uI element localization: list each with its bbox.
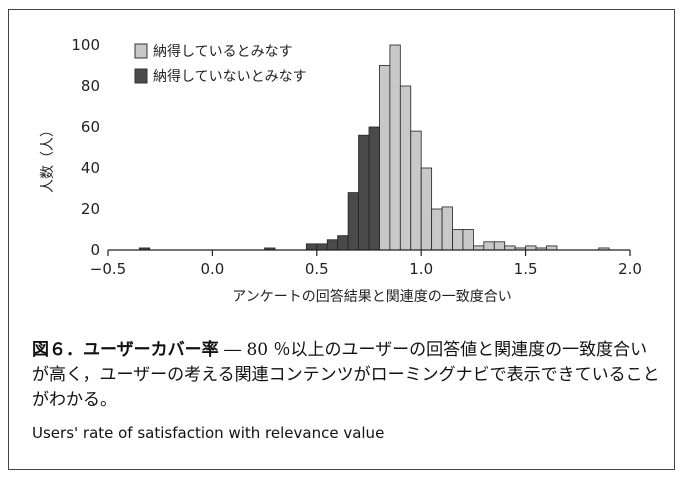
caption-body: ― 80 ％以上のユーザーの回答値と関連度の一致度合いが高く，ユーザーの考える関… <box>32 340 660 410</box>
x-tick-label-1: 0.0 <box>200 260 224 278</box>
bar-series0-8 <box>462 229 474 251</box>
legend-swatch-unsatisfied <box>134 68 148 84</box>
legend-label-satisfied: 納得しているとみなす <box>153 43 293 60</box>
bar-series0-14 <box>525 245 537 251</box>
x-tick-label-5: 2.0 <box>618 260 642 278</box>
figure-title: ユーザーカバー率 <box>83 340 219 360</box>
x-axis-title: アンケートの回答結果と関連度の一致度合い <box>232 288 511 305</box>
legend-swatch-satisfied <box>134 43 148 59</box>
y-tick-label-3: 60 <box>81 118 100 136</box>
bar-series0-6 <box>441 206 453 251</box>
bar-series0-9 <box>472 245 485 251</box>
bar-series0-2 <box>399 85 412 251</box>
bar-series0-16 <box>546 245 558 251</box>
bar-series1-5 <box>337 235 349 251</box>
figure-number: 図６． <box>32 340 83 360</box>
x-tick-label-2: 0.5 <box>305 260 329 278</box>
bar-series0-11 <box>493 241 506 251</box>
y-tick-label-4: 80 <box>81 77 100 95</box>
bar-series1-6 <box>347 192 359 251</box>
y-tick-label-1: 20 <box>81 200 100 218</box>
bar-series1-2 <box>305 243 318 251</box>
x-tick-label-3: 1.0 <box>409 260 433 278</box>
bar-series0-4 <box>420 167 433 251</box>
y-tick-label-5: 100 <box>71 36 100 54</box>
axes-group: −0.5 0.0 0.5 1.0 1.5 2.0 0 20 40 60 80 100 <box>71 36 642 278</box>
y-tick-label-0: 0 <box>90 241 100 259</box>
bar-series0-10 <box>483 241 495 251</box>
y-tick-label-2: 40 <box>81 159 100 177</box>
bar-series1-7 <box>358 134 370 251</box>
legend-label-unsatisfied: 納得していないとみなす <box>153 68 307 85</box>
figure-frame <box>8 9 675 470</box>
bar-series0-7 <box>452 229 464 251</box>
bar-series1-8 <box>368 126 380 251</box>
figure-caption-english: Users' rate of satisfaction with relevan… <box>32 424 385 442</box>
bar-series0-5 <box>431 208 443 251</box>
legend: 納得しているとみなす 納得していないとみなす <box>134 43 307 85</box>
bar-series0-0 <box>379 65 391 251</box>
bar-series0-12 <box>504 245 516 251</box>
histogram-chart: −0.5 0.0 0.5 1.0 1.5 2.0 0 20 40 60 80 100 人数（人） アン… <box>40 36 642 305</box>
y-axis-title: 人数（人） <box>40 123 56 193</box>
bar-series1-4 <box>326 239 339 251</box>
bar-series1-3 <box>316 243 328 251</box>
bar-series0-3 <box>410 130 422 251</box>
x-tick-label-4: 1.5 <box>514 260 538 278</box>
bar-series0-1 <box>389 44 401 251</box>
figure-caption: 図６．ユーザーカバー率 ― 80 ％以上のユーザーの回答値と関連度の一致度合いが… <box>32 338 662 413</box>
x-tick-label-0: −0.5 <box>90 260 126 278</box>
